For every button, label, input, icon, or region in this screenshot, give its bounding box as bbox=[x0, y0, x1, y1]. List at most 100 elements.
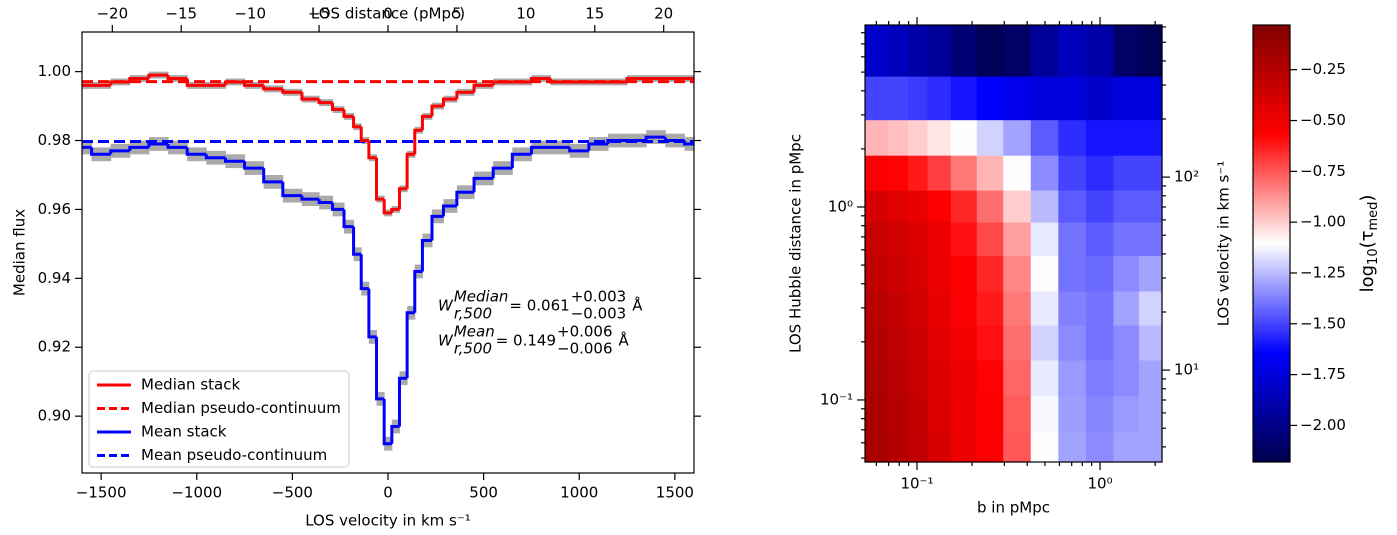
colorbar-tick-label: −0.25 bbox=[1300, 60, 1346, 78]
annotation-sup: Mean bbox=[454, 323, 495, 341]
heatmap-cell bbox=[950, 189, 978, 223]
heatmap-cell bbox=[1030, 395, 1059, 433]
heatmap-cell bbox=[950, 25, 978, 77]
heatmap-cell bbox=[1003, 395, 1032, 433]
heatmap-cell bbox=[908, 290, 929, 326]
step-segment bbox=[529, 77, 551, 82]
heatmap-cell bbox=[927, 255, 952, 292]
heatmap-cell bbox=[1003, 25, 1032, 77]
heatmap-cell bbox=[887, 221, 909, 256]
colorbar-label-part: ) bbox=[1357, 195, 1378, 202]
x2-tick-label: 10 bbox=[516, 5, 535, 23]
step-segment bbox=[472, 176, 494, 193]
colorbar-label: log10(τmed) bbox=[1357, 195, 1381, 293]
heatmap-cell bbox=[927, 119, 952, 156]
heatmap-cell bbox=[908, 359, 929, 397]
heatmap-cell bbox=[1138, 359, 1163, 397]
heatmap-cell bbox=[1030, 324, 1059, 361]
heatmap-cell bbox=[1058, 221, 1087, 256]
heatmap-cell bbox=[1085, 221, 1115, 256]
heatmap-cell bbox=[1113, 290, 1140, 326]
heatmap-cell bbox=[1113, 25, 1140, 77]
colorbar-label-part: 10 bbox=[1366, 248, 1381, 265]
heatmap-cell bbox=[950, 155, 978, 191]
annotation-symbol: W bbox=[438, 332, 454, 350]
heatmap-cell bbox=[1030, 221, 1059, 256]
heatmap-cell bbox=[976, 221, 1004, 256]
step-segment bbox=[185, 78, 207, 87]
colorbar-tick-label: −1.50 bbox=[1300, 314, 1346, 332]
colorbar-label-part: med bbox=[1366, 202, 1381, 231]
annotation-minus: −0.006 bbox=[557, 340, 613, 358]
heatmap-cell bbox=[1003, 189, 1032, 223]
plot-frame bbox=[864, 24, 1163, 463]
y2-tick-label: 10¹ bbox=[1174, 361, 1199, 379]
step-segment bbox=[185, 147, 207, 156]
y-tick-label: 0.90 bbox=[38, 407, 71, 425]
colorbar-label-part: (τ bbox=[1357, 231, 1378, 249]
heatmap-cell bbox=[908, 395, 929, 433]
legend-label: Median stack bbox=[141, 376, 240, 394]
heatmap-cell bbox=[1113, 395, 1140, 433]
heatmap-cell bbox=[950, 119, 978, 156]
colorbar-tick-label: −1.75 bbox=[1300, 365, 1346, 383]
annotation-sub: r,500 bbox=[454, 340, 492, 358]
heatmap-cell bbox=[908, 76, 929, 121]
step-segment bbox=[587, 142, 608, 151]
heatmap-cell bbox=[1085, 290, 1115, 326]
heatmap-cell bbox=[1138, 221, 1163, 256]
y-tick-label: 1.00 bbox=[38, 62, 71, 80]
heatmap-cell bbox=[1058, 255, 1087, 292]
heatmap-cell bbox=[927, 189, 952, 223]
x-tick-label: 500 bbox=[469, 484, 498, 502]
heatmap-cell bbox=[1058, 76, 1087, 121]
step-segment bbox=[663, 137, 685, 143]
annotation-unit: Å bbox=[632, 296, 643, 315]
heatmap-cell bbox=[1085, 76, 1115, 121]
y-tick-label: 0.96 bbox=[38, 200, 71, 218]
step-segment bbox=[491, 80, 513, 86]
heatmap-cell bbox=[1003, 431, 1032, 463]
heatmap-cell bbox=[976, 25, 1004, 77]
heatmap-cell bbox=[1003, 76, 1032, 121]
heatmap-cell bbox=[927, 431, 952, 463]
step-segment bbox=[375, 157, 385, 201]
y2-tick-label: 10² bbox=[1174, 168, 1199, 186]
y-tick-label: 10⁰ bbox=[828, 197, 853, 215]
x-tick-label: −1500 bbox=[76, 484, 127, 502]
heatmap-cell bbox=[1085, 255, 1115, 292]
step-segment bbox=[331, 102, 345, 112]
heatmap-cell bbox=[865, 359, 889, 397]
heatmap-cell bbox=[950, 359, 978, 397]
heatmap-cell bbox=[1138, 255, 1163, 292]
step-segment bbox=[382, 398, 392, 446]
step-segment bbox=[147, 142, 169, 148]
heatmap-cell bbox=[908, 255, 929, 292]
heatmap-cell bbox=[1138, 76, 1163, 121]
heatmap-cell bbox=[1113, 221, 1140, 256]
heatmap-cell bbox=[887, 255, 909, 292]
heatmap-cell bbox=[887, 359, 909, 397]
heatmap-cell bbox=[1030, 119, 1059, 156]
heatmap-cell bbox=[1058, 395, 1087, 433]
heatmap-cell bbox=[1058, 119, 1087, 156]
heatmap-cell bbox=[1030, 76, 1059, 121]
step-segment bbox=[441, 97, 457, 107]
heatmap-cell bbox=[976, 189, 1004, 223]
heatmap-cell bbox=[976, 395, 1004, 433]
heatmap-cell bbox=[865, 290, 889, 326]
heatmap-cell bbox=[887, 324, 909, 361]
heatmap-cell bbox=[1113, 155, 1140, 191]
heatmap-cell bbox=[1003, 221, 1032, 256]
heatmap-cell bbox=[1030, 290, 1059, 326]
y-tick-label: 10⁻¹ bbox=[820, 390, 853, 408]
heatmap-cell bbox=[908, 119, 929, 156]
x2-tick-label: −20 bbox=[96, 5, 128, 23]
heatmap-cell bbox=[865, 189, 889, 223]
heatmap-cell bbox=[1138, 189, 1163, 223]
step-segment bbox=[223, 157, 245, 163]
step-segment bbox=[413, 128, 423, 155]
heatmap-cell bbox=[1085, 119, 1115, 156]
annotation-value: = 0.149 bbox=[496, 332, 556, 350]
